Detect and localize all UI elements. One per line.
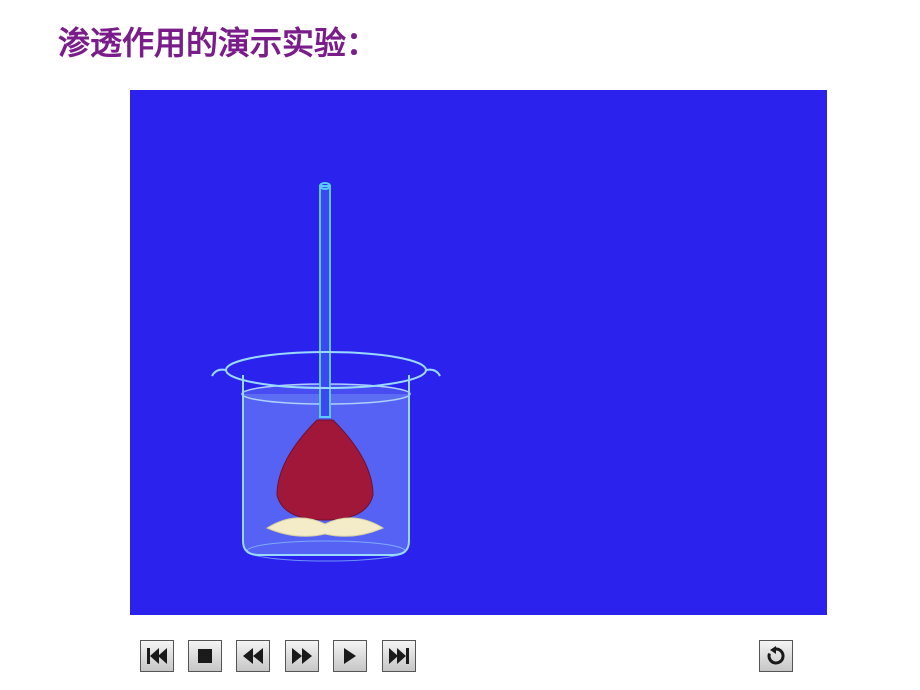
loop-icon <box>766 646 786 666</box>
last-button[interactable] <box>382 640 416 672</box>
animation-stage <box>130 90 827 615</box>
play-button[interactable] <box>333 640 367 672</box>
playback-controls <box>140 640 800 676</box>
forward-icon <box>292 648 312 664</box>
first-icon <box>147 648 167 664</box>
play-icon <box>342 648 358 664</box>
stop-button[interactable] <box>188 640 222 672</box>
rewind-icon <box>243 648 263 664</box>
forward-button[interactable] <box>285 640 319 672</box>
rewind-button[interactable] <box>236 640 270 672</box>
last-icon <box>389 648 409 664</box>
first-button[interactable] <box>140 640 174 672</box>
loop-button[interactable] <box>759 640 793 672</box>
page-title: 渗透作用的演示实验： <box>58 18 378 64</box>
stop-icon <box>197 648 213 664</box>
